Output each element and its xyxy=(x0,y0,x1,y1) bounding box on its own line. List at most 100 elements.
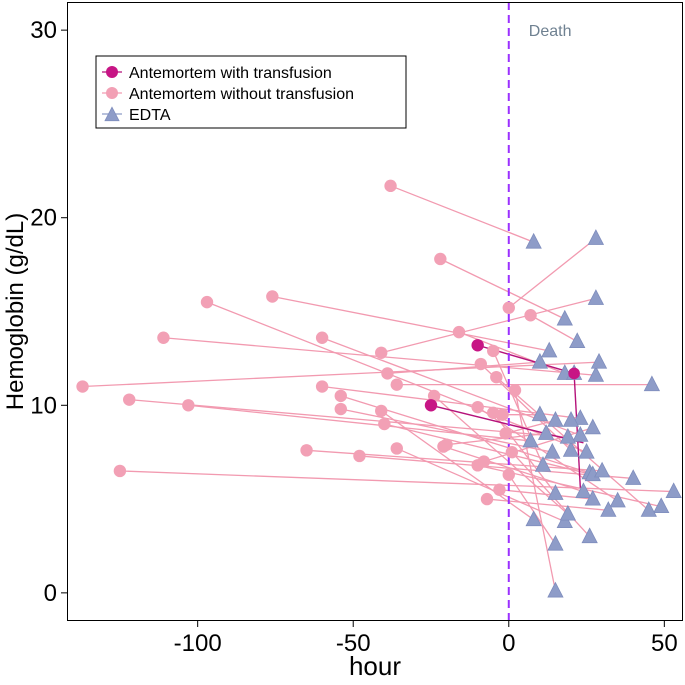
transfusion-line-1 xyxy=(573,373,582,488)
edta-point-41 xyxy=(584,418,601,435)
edta-point-13 xyxy=(572,409,589,425)
antemortem-point-8 xyxy=(375,346,388,359)
pair-line-8 xyxy=(381,297,597,354)
legend-label-untransfused: Antemortem without transfusion xyxy=(129,86,354,103)
antemortem-point-29 xyxy=(480,492,494,506)
axes-layer: -100 -50 0 50 0 10 20 30 hour Hemoglobin (g/dL) xyxy=(2,17,678,681)
antemortem-point-19 xyxy=(375,404,388,418)
legend-item-edta: EDTA xyxy=(102,106,171,124)
pair-line-37 xyxy=(508,237,597,309)
x-tick-label-2: 0 xyxy=(502,630,515,657)
edta-point-30 xyxy=(584,489,601,506)
transfusion-line-2 xyxy=(430,404,584,444)
antemortem-point-33 xyxy=(508,384,522,397)
x-tick-label-1: -50 xyxy=(336,630,371,657)
legend-marker-transfused xyxy=(106,66,118,78)
edta-point-9 xyxy=(590,352,608,369)
pair-line-1 xyxy=(440,258,566,320)
antemortem-point-25 xyxy=(471,400,484,414)
x-tick-label-3: 50 xyxy=(651,630,678,657)
edta-point-7 xyxy=(572,426,589,442)
pair-line-5 xyxy=(458,331,566,375)
antemortem-point-38 xyxy=(524,309,537,322)
pair-line-9 xyxy=(82,361,600,388)
x-axis-label: hour xyxy=(349,651,401,680)
antemortem-point-14 xyxy=(334,389,347,403)
edta-point-33 xyxy=(547,581,564,598)
edta-point-38 xyxy=(569,332,586,348)
death-reference-layer: Death xyxy=(507,2,571,621)
edta-point-4 xyxy=(587,366,605,382)
antemortem-point-40 xyxy=(440,438,453,451)
transfused-followup-point xyxy=(568,367,580,380)
antemortem-point-2 xyxy=(266,290,279,303)
antemortem-point-41 xyxy=(477,455,491,468)
antemortem-point-7 xyxy=(315,331,329,344)
edta-point-42 xyxy=(547,411,564,427)
antemortem-point-0 xyxy=(384,179,397,193)
antemortem-point-23 xyxy=(353,449,366,463)
legend-marker-untransfused xyxy=(106,87,118,99)
edta-point-11 xyxy=(531,352,549,369)
antemortem-point-1 xyxy=(434,252,447,266)
edta-point-36 xyxy=(559,504,577,521)
y-tick-label-1: 10 xyxy=(30,392,57,419)
pair-line-29 xyxy=(486,498,609,511)
edta-point-37 xyxy=(587,229,605,245)
pair-line-16 xyxy=(188,404,531,442)
antemortem-point-21 xyxy=(390,442,403,455)
antemortem-point-11 xyxy=(381,367,394,380)
antemortem-point-22 xyxy=(300,444,313,457)
antemortem-point-26 xyxy=(113,464,127,478)
y-tick-label-2: 20 xyxy=(30,205,57,232)
pair-line-0 xyxy=(390,185,534,243)
edta-point-24 xyxy=(575,482,592,499)
edta-point-26 xyxy=(665,482,682,499)
legend-box xyxy=(95,55,407,129)
edta-point-2 xyxy=(541,341,558,358)
edta-point-19 xyxy=(525,510,542,527)
edta-point-0 xyxy=(525,232,542,249)
edta-point-1 xyxy=(556,309,573,326)
antemortem-point-10 xyxy=(474,357,487,371)
plot-panel-border xyxy=(67,2,683,621)
edta-point-40 xyxy=(537,424,555,440)
antemortem-point-37 xyxy=(502,301,515,314)
y-axis-label: Hemoglobin (g/dL) xyxy=(2,213,29,410)
antemortem-point-30 xyxy=(493,483,506,496)
legend-label-edta: EDTA xyxy=(129,107,171,124)
antemortem-point-18 xyxy=(334,402,347,416)
pair-line-41 xyxy=(483,427,593,463)
legend-marker-edta xyxy=(104,106,120,122)
pair-line-33 xyxy=(514,390,557,592)
y-tick-label-3: 30 xyxy=(30,17,57,44)
pair-line-2 xyxy=(272,295,550,352)
antemortem-point-4 xyxy=(157,331,170,344)
pair-line-18 xyxy=(340,408,553,453)
transfused-point-17 xyxy=(424,399,438,412)
edta-point-34 xyxy=(534,456,552,472)
antemortem-point-12 xyxy=(390,378,403,391)
points-layer xyxy=(76,179,682,598)
legend-item-untransfused: Antemortem without transfusion xyxy=(102,86,354,103)
edta-point-22 xyxy=(593,461,611,478)
antemortem-point-16 xyxy=(182,399,195,412)
edta-point-18 xyxy=(544,442,561,459)
antemortem-point-9 xyxy=(76,380,89,393)
edta-point-16 xyxy=(522,431,539,448)
edta-point-8 xyxy=(587,289,605,305)
pair-line-31 xyxy=(508,474,556,545)
edta-point-28 xyxy=(640,501,657,517)
antemortem-point-3 xyxy=(200,295,214,309)
edta-point-10 xyxy=(562,441,580,457)
antemortem-point-5 xyxy=(452,325,466,339)
edta-point-32 xyxy=(581,527,598,544)
pair-line-11 xyxy=(387,361,540,375)
pair-line-35 xyxy=(492,412,556,494)
legend-item-transfused: Antemortem with transfusion xyxy=(102,65,332,82)
y-tick-label-0: 0 xyxy=(44,580,57,607)
edta-point-3 xyxy=(578,442,595,459)
pair-line-38 xyxy=(530,314,578,343)
